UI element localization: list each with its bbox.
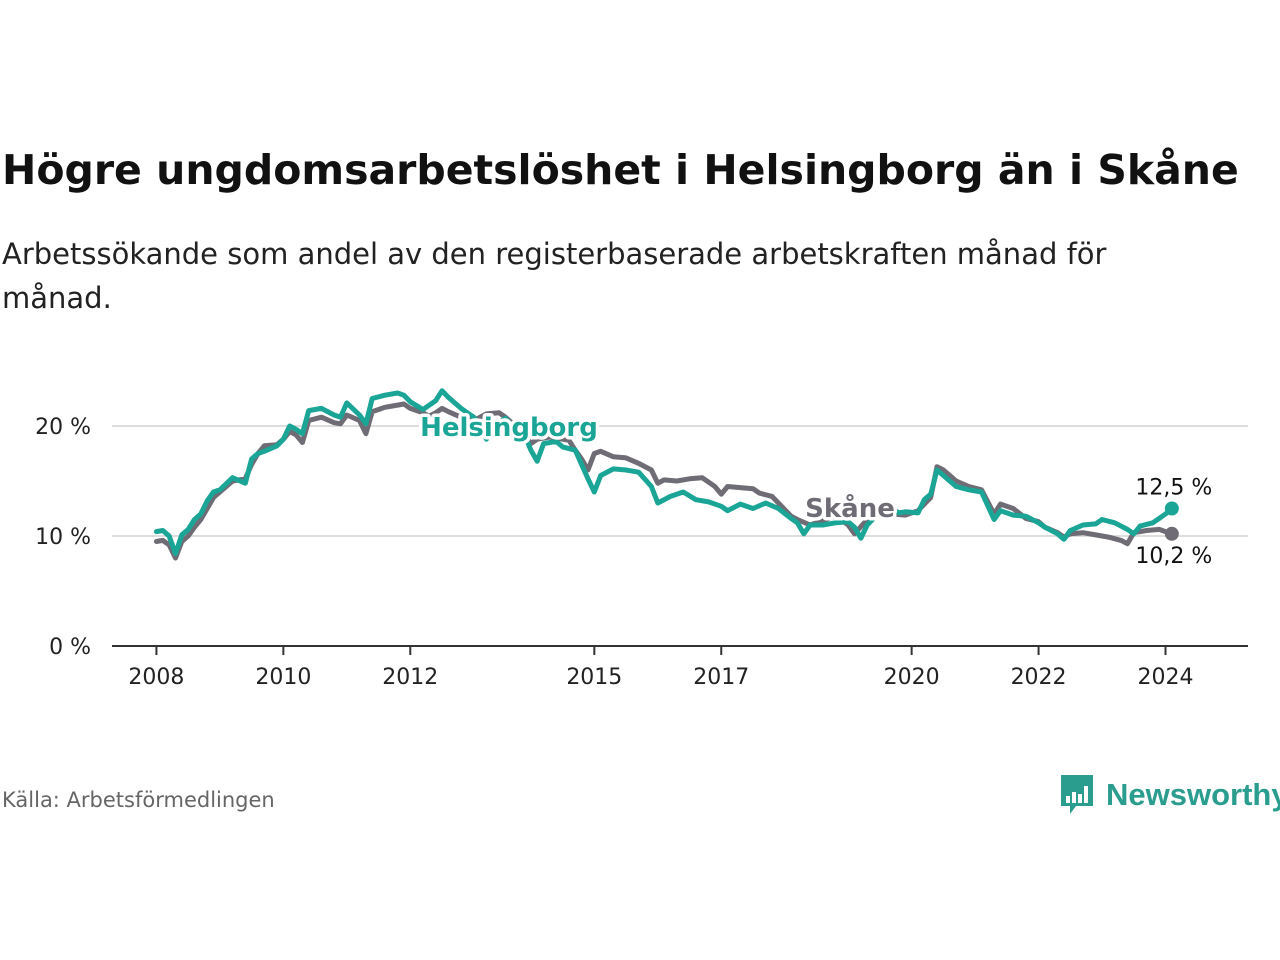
y-axis-ticks: 0 % 10 % 20 % [35,415,91,660]
y-tick-label: 20 % [35,415,91,440]
x-tick-label: 2020 [884,665,940,690]
series-line-skane [153,401,1175,561]
x-tick-label: 2008 [128,665,184,690]
brand-logo[interactable]: Newsworthy [1058,772,1280,818]
y-tick-label: 0 % [49,635,91,660]
x-tick-label: 2022 [1011,665,1067,690]
series-label-skane: Skåne [805,492,895,524]
source-note: Källa: Arbetsförmedlingen [2,788,275,812]
y-tick-label: 10 % [35,525,91,550]
chart-title: Högre ungdomsarbetslöshet i Helsingborg … [2,146,1239,194]
x-tick-label: 2015 [566,665,622,690]
x-axis-ticks: 2008 2010 2012 2015 2017 2020 2022 2024 [128,646,1193,690]
end-value-helsingborg: 12,5 % [1135,476,1212,501]
newsworthy-logo-icon [1061,775,1093,814]
series-lines [153,388,1179,561]
x-tick-label: 2012 [382,665,438,690]
series-labels: Helsingborg Skåne 12,5 % 10,2 % [417,410,1213,569]
end-value-skane: 10,2 % [1135,544,1212,569]
series-line-helsingborg [153,388,1175,557]
series-label-helsingborg: Helsingborg [420,413,598,443]
series-end-dot [1164,526,1179,541]
x-tick-label: 2017 [693,665,749,690]
brand-name: Newsworthy [1106,777,1280,812]
x-tick-label: 2024 [1137,665,1193,690]
x-tick-label: 2010 [255,665,311,690]
chart-subtitle: Arbetssökande som andel av den registerb… [2,237,1107,315]
series-end-dot [1164,501,1179,516]
